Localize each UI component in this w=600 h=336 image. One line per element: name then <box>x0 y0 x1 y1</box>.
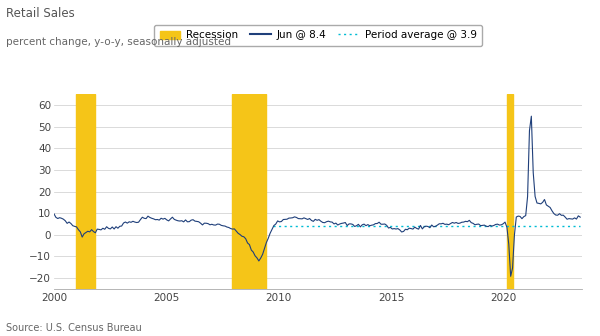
Bar <box>232 94 266 289</box>
Bar <box>507 94 513 289</box>
Legend: Recession, Jun @ 8.4, Period average @ 3.9: Recession, Jun @ 8.4, Period average @ 3… <box>154 25 482 46</box>
Bar <box>76 94 95 289</box>
Text: Source: U.S. Census Bureau: Source: U.S. Census Bureau <box>6 323 142 333</box>
Text: percent change, y-o-y, seasonally adjusted: percent change, y-o-y, seasonally adjust… <box>6 37 231 47</box>
Text: Retail Sales: Retail Sales <box>6 7 75 20</box>
